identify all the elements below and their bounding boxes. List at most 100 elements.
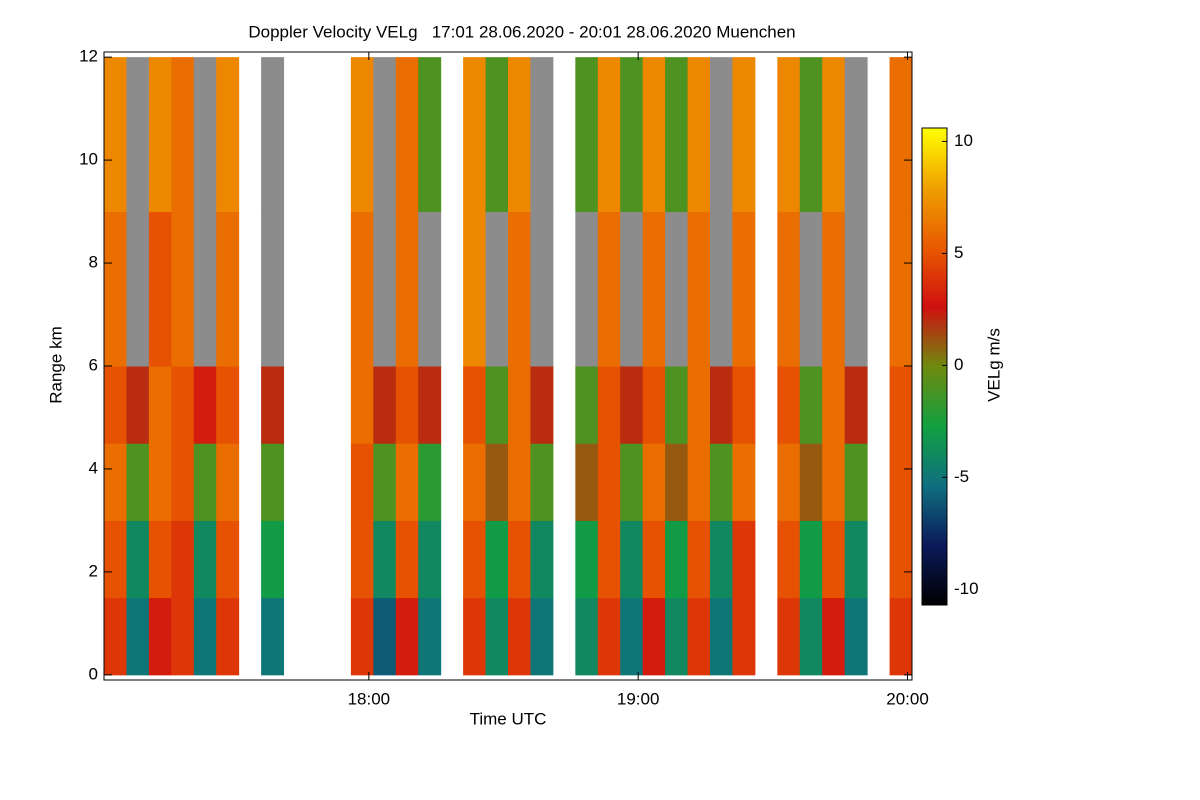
noise-cell (665, 211, 689, 367)
heatmap-cell (597, 520, 621, 599)
heatmap-cell (575, 520, 599, 599)
heatmap-cell (418, 443, 442, 521)
heatmap-cell (710, 443, 733, 521)
heatmap-cell (373, 597, 397, 676)
heatmap-cell (799, 366, 823, 444)
heatmap-cell (844, 597, 868, 676)
heatmap-cell (148, 443, 172, 521)
y-tick-label: 2 (89, 561, 98, 580)
heatmap-cell (620, 520, 644, 599)
heatmap-cell (777, 211, 801, 367)
heatmap-cell (822, 597, 846, 676)
heatmap-cell (597, 57, 621, 213)
heatmap-cell (732, 597, 756, 676)
noise-cell (485, 211, 509, 367)
heatmap-cell (844, 520, 868, 599)
heatmap-cell (350, 597, 374, 676)
heatmap-cell (395, 57, 419, 213)
heatmap-cell (799, 443, 823, 521)
heatmap-cell (530, 443, 554, 521)
heatmap-cell (216, 211, 240, 367)
heatmap-cell (597, 443, 621, 521)
heatmap-cell (395, 520, 419, 599)
heatmap-cell (889, 366, 913, 444)
y-tick-label: 6 (89, 355, 98, 374)
heatmap-cell (350, 520, 374, 599)
noise-cell (530, 211, 554, 367)
heatmap-cell (799, 520, 823, 599)
noise-cell (844, 57, 868, 213)
y-tick-label: 10 (79, 150, 98, 169)
heatmap-cell (732, 57, 756, 213)
heatmap-cell (642, 597, 666, 676)
heatmap-cell (148, 597, 172, 676)
heatmap-cell (710, 520, 733, 599)
chart-title: Doppler Velocity VELg 17:01 28.06.2020 -… (248, 22, 795, 41)
heatmap-cell (687, 211, 711, 367)
x-tick-label: 19:00 (617, 689, 660, 708)
heatmap-cell (575, 57, 599, 213)
heatmap-cell (732, 443, 756, 521)
noise-cell (710, 211, 733, 367)
heatmap-cell (597, 366, 621, 444)
heatmap-cell (104, 597, 127, 676)
heatmap-cell (710, 366, 733, 444)
heatmap-cell (261, 366, 285, 444)
y-axis-label: Range km (46, 326, 65, 403)
y-tick-label: 8 (89, 253, 98, 272)
heatmap-cell (508, 211, 531, 367)
heatmap-cell (777, 597, 801, 676)
colorbar-tick-label: 0 (954, 355, 963, 374)
heatmap-cell (216, 366, 240, 444)
noise-cell (261, 211, 285, 367)
heatmap-cell (104, 366, 127, 444)
heatmap-cell (126, 443, 150, 521)
heatmap-cell (665, 443, 689, 521)
heatmap-cell (104, 57, 127, 213)
heatmap-cell (620, 597, 644, 676)
heatmap-cell (777, 520, 801, 599)
heatmap-cell (665, 597, 689, 676)
heatmap-cell (575, 443, 599, 521)
heatmap-cell (395, 366, 419, 444)
noise-cell (620, 211, 644, 367)
x-tick-label: 18:00 (348, 689, 391, 708)
heatmap-cell (171, 520, 195, 599)
colorbar-label: VELg m/s (984, 328, 1003, 402)
noise-cell (261, 57, 285, 213)
noise-cell (193, 57, 217, 213)
heatmap-cell (395, 211, 419, 367)
x-tick-label: 20:00 (886, 689, 929, 708)
heatmap-cell (485, 366, 509, 444)
heatmap-cell (620, 443, 644, 521)
heatmap-cell (822, 57, 846, 213)
heatmap-cell (687, 520, 711, 599)
heatmap-cell (508, 366, 531, 444)
noise-cell (710, 57, 733, 213)
x-axis-label: Time UTC (470, 709, 547, 728)
heatmap-cell (463, 366, 487, 444)
heatmap-cell (463, 443, 487, 521)
heatmap-cell (665, 57, 689, 213)
heatmap-cell (350, 57, 374, 213)
y-tick-label: 12 (79, 47, 98, 66)
heatmap-cell (687, 57, 711, 213)
heatmap-cell (889, 57, 913, 213)
heatmap-cell (171, 57, 195, 213)
heatmap-cell (193, 366, 217, 444)
heatmap-cell (104, 520, 127, 599)
noise-cell (373, 57, 397, 213)
heatmap-cell (171, 211, 195, 367)
heatmap-cell (485, 57, 509, 213)
heatmap-cell (193, 443, 217, 521)
noise-cell (126, 57, 150, 213)
heatmap-cell (597, 211, 621, 367)
heatmap-cell (777, 443, 801, 521)
heatmap-cell (485, 597, 509, 676)
noise-cell (193, 211, 217, 367)
heatmap-cell (171, 597, 195, 676)
heatmap-cell (822, 520, 846, 599)
heatmap-cell (418, 366, 442, 444)
heatmap-cell (418, 597, 442, 676)
heatmap-cell (889, 443, 913, 521)
